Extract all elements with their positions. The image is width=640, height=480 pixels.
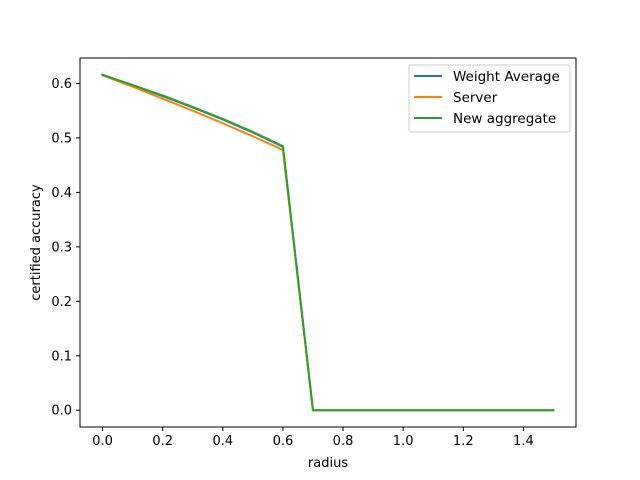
legend-label-1: Server — [453, 90, 498, 106]
legend: Weight Average Server New aggregate — [408, 64, 571, 133]
y-axis-ticks: 0.0 0.1 0.2 0.3 0.4 0.5 0.6 — [51, 77, 80, 419]
y-tick-label: 0.4 — [51, 186, 72, 201]
y-tick-label: 0.6 — [51, 77, 72, 92]
x-tick-label: 1.2 — [453, 434, 474, 449]
x-axis-label: radius — [308, 456, 348, 471]
x-tick-label: 0.8 — [333, 434, 354, 449]
x-tick-label: 0.4 — [212, 434, 233, 449]
x-axis-ticks: 0.0 0.2 0.4 0.6 0.8 1.0 1.2 1.4 — [92, 427, 534, 449]
plot-frame — [79, 57, 577, 428]
series-layer — [101, 73, 555, 412]
y-tick-label: 0.3 — [51, 240, 72, 255]
legend-box — [408, 64, 571, 133]
x-tick-label: 0.2 — [152, 434, 173, 449]
y-tick-label: 0.2 — [51, 295, 72, 310]
y-tick-label: 0.0 — [51, 404, 72, 419]
y-axis-label: certified accuracy — [29, 184, 44, 301]
y-tick-label: 0.5 — [51, 131, 72, 146]
x-tick-label: 0.0 — [92, 434, 113, 449]
legend-label-0: Weight Average — [453, 69, 560, 85]
legend-label-2: New aggregate — [453, 111, 556, 127]
x-tick-label: 1.0 — [393, 434, 414, 449]
x-tick-label: 0.6 — [273, 434, 294, 449]
series-line-2 — [101, 73, 555, 412]
y-tick-label: 0.1 — [51, 349, 72, 364]
x-tick-label: 1.4 — [513, 434, 534, 449]
